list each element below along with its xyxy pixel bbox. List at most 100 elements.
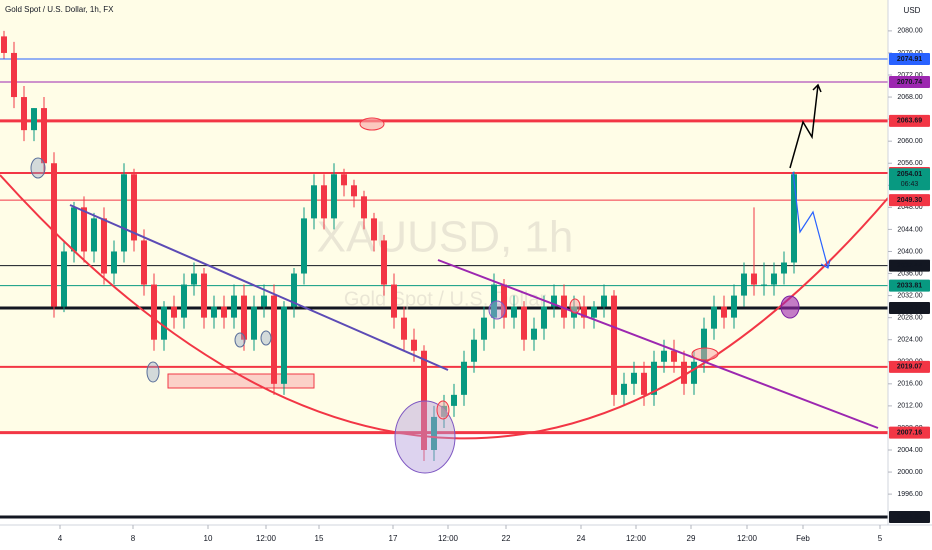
price-level-label: 2019.07	[897, 364, 922, 371]
y-tick-label: 2040.00	[897, 248, 922, 255]
candle-body	[201, 273, 207, 318]
candle-body	[181, 284, 187, 318]
candle-body	[641, 372, 647, 395]
currency-label: USD	[904, 6, 921, 15]
axis-labels: 1996.002000.002004.002008.002012.002016.…	[58, 28, 930, 543]
candle-body	[621, 383, 627, 395]
candle-body	[471, 339, 477, 362]
candle-body	[231, 295, 237, 318]
candle-body	[41, 108, 47, 164]
candle-body	[161, 306, 167, 340]
marker-ellipse	[436, 400, 450, 420]
candle-body	[721, 306, 727, 318]
marker-ellipse	[691, 347, 719, 361]
y-tick-label: 2044.00	[897, 226, 922, 233]
highlight-zone	[0, 0, 888, 432]
x-tick-label: 24	[577, 534, 586, 543]
price-level-tag	[889, 279, 930, 292]
candle-body	[11, 52, 17, 98]
price-level-label: 2049.30	[897, 197, 922, 204]
candle-body	[81, 207, 87, 252]
candle-body	[321, 185, 327, 219]
price-level-label: 2074.91	[897, 56, 922, 63]
candle-body	[661, 350, 667, 362]
candle-body	[501, 284, 507, 318]
candle-body	[331, 174, 337, 219]
candle-body	[741, 273, 747, 296]
y-tick-label: 2048.00	[897, 204, 922, 211]
candle-body	[751, 273, 757, 285]
marker-ellipse	[394, 400, 456, 474]
x-tick-label: 12:00	[256, 534, 277, 543]
candle-body	[551, 295, 557, 307]
candle-body	[531, 328, 537, 340]
candle-body	[91, 218, 97, 252]
y-tick-label: 2028.00	[897, 314, 922, 321]
price-level-tag	[889, 114, 930, 127]
trend-line	[437, 259, 879, 429]
candle-body	[131, 174, 137, 241]
candle-body	[281, 306, 287, 384]
candle-body	[711, 306, 717, 329]
candles	[1, 30, 797, 462]
marker-ellipse	[30, 157, 46, 179]
candle-body	[651, 361, 657, 395]
x-tick-label: 29	[687, 534, 696, 543]
x-tick-label: 12:00	[438, 534, 459, 543]
marker-ellipse	[234, 332, 246, 348]
y-tick-label: 2072.00	[897, 72, 922, 79]
candle-body	[701, 328, 707, 362]
marker-ellipse	[260, 330, 272, 346]
candle-body	[211, 306, 217, 318]
candle-body	[241, 295, 247, 340]
x-tick-label: 12:00	[737, 534, 758, 543]
x-tick-label: 10	[204, 534, 213, 543]
price-level-tag	[889, 194, 930, 207]
candle-body	[101, 218, 107, 274]
price-level-tag	[889, 75, 930, 88]
candle-body	[111, 251, 117, 274]
candle-body	[251, 306, 257, 340]
price-level-tag	[889, 360, 930, 373]
candle-body	[521, 306, 527, 340]
price-level-tag	[889, 259, 930, 272]
candle-body	[341, 174, 347, 186]
candle-body	[151, 284, 157, 340]
y-tick-label: 1996.00	[897, 491, 922, 498]
arrow-head	[820, 259, 831, 269]
price-level-label: 2070.74	[897, 79, 922, 86]
y-tick-label: 2036.00	[897, 270, 922, 277]
candle-body	[451, 394, 457, 406]
x-tick-label: 17	[389, 534, 398, 543]
price-axis	[888, 0, 932, 550]
candle-body	[601, 295, 607, 307]
y-tick-label: 2032.00	[897, 292, 922, 299]
candle-body	[71, 207, 77, 252]
candle-body	[381, 240, 387, 285]
candle-body	[421, 350, 427, 450]
candle-body	[631, 372, 637, 384]
price-level-tag	[889, 168, 930, 191]
candle-body	[121, 174, 127, 252]
candle-body	[171, 306, 177, 318]
price-level-label: 2063.69	[897, 118, 922, 125]
watermark: XAUUSD, 1h	[317, 213, 574, 262]
candle-body	[541, 306, 547, 329]
marker-ellipse	[780, 295, 800, 319]
candle-body	[21, 97, 27, 131]
price-level-tag	[889, 302, 930, 315]
y-tick-label: 2060.00	[897, 138, 922, 145]
price-level-tag	[889, 52, 930, 65]
chart-title: Gold Spot / U.S. Dollar, 1h, FX	[5, 5, 114, 14]
price-level-label: 1991.85	[897, 514, 922, 521]
y-tick-label: 2012.00	[897, 403, 922, 410]
y-tick-label: 2016.00	[897, 381, 922, 388]
candle-body	[611, 295, 617, 395]
price-level-tag	[889, 426, 930, 439]
price-level-label: 2054.01	[897, 171, 922, 178]
price-level-label: 2033.81	[897, 282, 922, 289]
candle-body	[361, 196, 367, 219]
x-tick-label: 22	[502, 534, 511, 543]
drawings	[0, 83, 889, 474]
